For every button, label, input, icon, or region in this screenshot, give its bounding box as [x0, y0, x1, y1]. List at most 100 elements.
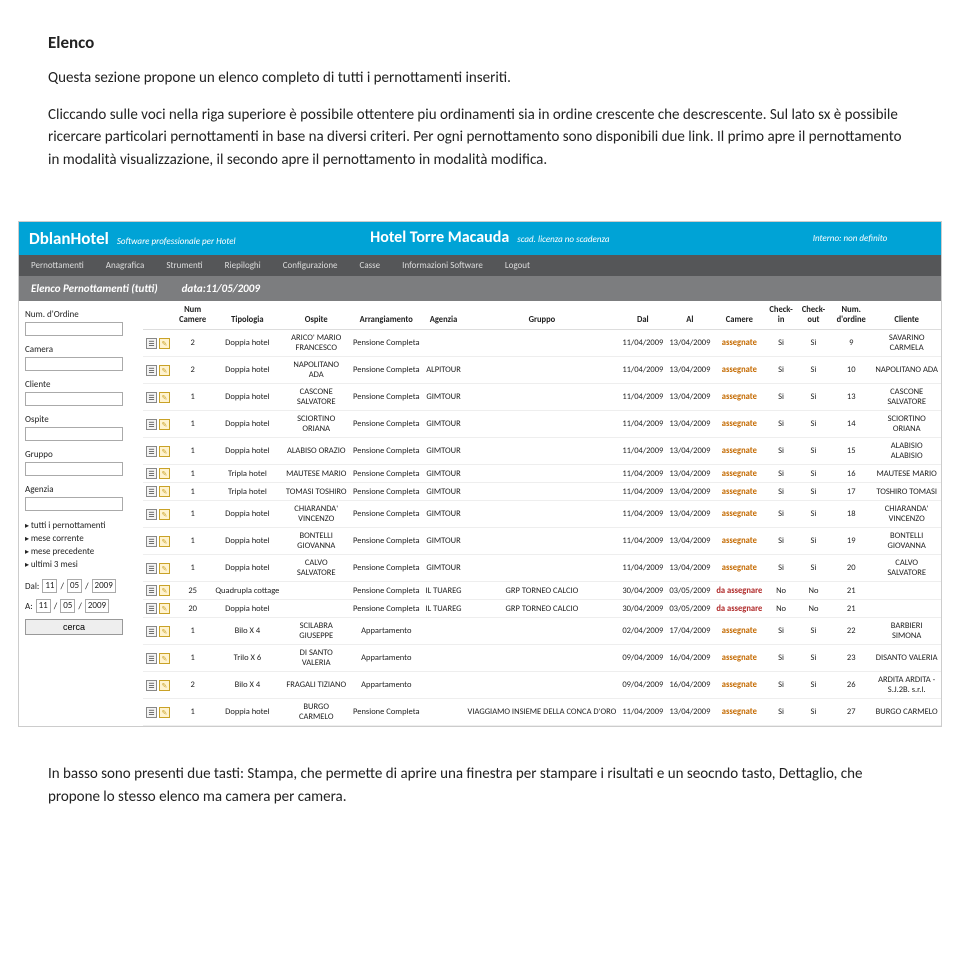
- view-icon[interactable]: ☰: [146, 563, 157, 574]
- edit-icon[interactable]: ✎: [159, 419, 170, 430]
- view-icon[interactable]: ☰: [146, 446, 157, 457]
- view-icon[interactable]: ☰: [146, 653, 157, 664]
- subtitle-title: Elenco Pernottamenti (tutti): [31, 282, 158, 295]
- edit-icon[interactable]: ✎: [159, 603, 170, 614]
- cell-checkout: Si: [797, 672, 830, 699]
- cell-cliente: CHIARANDA' VINCENZO: [872, 501, 941, 528]
- view-icon[interactable]: ☰: [146, 707, 157, 718]
- sidebar-filter[interactable]: ultimi 3 mesi: [25, 558, 123, 571]
- column-header[interactable]: Cliente: [872, 301, 941, 330]
- column-header[interactable]: Arrangiamento: [350, 301, 423, 330]
- table-row: ☰ ✎20Doppia hotelPensione CompletaIL TUA…: [143, 600, 941, 618]
- cell-arrangiamento: Appartamento: [350, 672, 423, 699]
- doc-p3: In basso sono presenti due tasti: Stampa…: [48, 763, 912, 808]
- view-icon[interactable]: ☰: [146, 536, 157, 547]
- edit-icon[interactable]: ✎: [159, 585, 170, 596]
- column-header[interactable]: [143, 301, 173, 330]
- edit-icon[interactable]: ✎: [159, 509, 170, 520]
- view-icon[interactable]: ☰: [146, 680, 157, 691]
- sidebar-input[interactable]: [25, 497, 123, 511]
- edit-icon[interactable]: ✎: [159, 707, 170, 718]
- date-segment[interactable]: 05: [67, 579, 82, 593]
- nav-item[interactable]: Configurazione: [283, 260, 338, 271]
- column-header[interactable]: Agenzia: [423, 301, 465, 330]
- sidebar-filter[interactable]: tutti i pernottamenti: [25, 519, 123, 532]
- cell-al: 13/04/2009: [666, 465, 713, 483]
- nav-item[interactable]: Anagrafica: [106, 260, 145, 271]
- cell-gruppo: [465, 501, 620, 528]
- cell-cliente: ARDITA ARDITA - S.J.2B. s.r.l.: [872, 672, 941, 699]
- edit-icon[interactable]: ✎: [159, 392, 170, 403]
- view-icon[interactable]: ☰: [146, 468, 157, 479]
- cell-tipologia: Doppia hotel: [212, 411, 282, 438]
- cell-al: 16/04/2009: [666, 672, 713, 699]
- cell-ospite: MAUTESE MARIO: [282, 465, 350, 483]
- date-segment[interactable]: 11: [42, 579, 57, 593]
- date-segment[interactable]: 2009: [85, 599, 109, 613]
- edit-icon[interactable]: ✎: [159, 626, 170, 637]
- edit-icon[interactable]: ✎: [159, 563, 170, 574]
- edit-icon[interactable]: ✎: [159, 338, 170, 349]
- cell-arrangiamento: Pensione Completa: [350, 465, 423, 483]
- column-header[interactable]: Dal: [619, 301, 666, 330]
- column-header[interactable]: Num Camere: [173, 301, 212, 330]
- column-header[interactable]: Tipologia: [212, 301, 282, 330]
- edit-icon[interactable]: ✎: [159, 468, 170, 479]
- cerca-button[interactable]: cerca: [25, 619, 123, 635]
- nav-item[interactable]: Pernottamenti: [31, 260, 84, 271]
- nav-item[interactable]: Logout: [505, 260, 530, 271]
- sidebar-input[interactable]: [25, 392, 123, 406]
- table-row: ☰ ✎1Doppia hotelALABISO ORAZIOPensione C…: [143, 438, 941, 465]
- cell-cliente: TOSHIRO TOMASI: [872, 483, 941, 501]
- date-segment[interactable]: 11: [36, 599, 51, 613]
- sidebar-filter[interactable]: mese precedente: [25, 545, 123, 558]
- edit-icon[interactable]: ✎: [159, 680, 170, 691]
- cell-checkin: Si: [765, 699, 797, 726]
- edit-icon[interactable]: ✎: [159, 365, 170, 376]
- cell-checkin: Si: [765, 357, 797, 384]
- sidebar-input[interactable]: [25, 322, 123, 336]
- cell-checkout: Si: [797, 645, 830, 672]
- date-segment[interactable]: 05: [60, 599, 75, 613]
- edit-icon[interactable]: ✎: [159, 446, 170, 457]
- cell-arrangiamento: Pensione Completa: [350, 528, 423, 555]
- cell-num: 1: [173, 699, 212, 726]
- column-header[interactable]: Al: [666, 301, 713, 330]
- edit-icon[interactable]: ✎: [159, 486, 170, 497]
- nav-item[interactable]: Strumenti: [166, 260, 202, 271]
- edit-icon[interactable]: ✎: [159, 536, 170, 547]
- column-header[interactable]: Check-out: [797, 301, 830, 330]
- hotel-name: Hotel Torre Macauda: [370, 228, 509, 247]
- view-icon[interactable]: ☰: [146, 603, 157, 614]
- date-segment[interactable]: 2009: [92, 579, 116, 593]
- view-icon[interactable]: ☰: [146, 365, 157, 376]
- cell-dal: 11/04/2009: [619, 501, 666, 528]
- nav-item[interactable]: Casse: [360, 260, 381, 271]
- cell-checkin: No: [765, 582, 797, 600]
- view-icon[interactable]: ☰: [146, 626, 157, 637]
- view-icon[interactable]: ☰: [146, 392, 157, 403]
- cell-num: 1: [173, 618, 212, 645]
- view-icon[interactable]: ☰: [146, 338, 157, 349]
- cell-al: 13/04/2009: [666, 699, 713, 726]
- column-header[interactable]: Ospite: [282, 301, 350, 330]
- cell-gruppo: [465, 438, 620, 465]
- sidebar-filter[interactable]: mese corrente: [25, 532, 123, 545]
- view-icon[interactable]: ☰: [146, 419, 157, 430]
- column-header[interactable]: Camere: [713, 301, 765, 330]
- view-icon[interactable]: ☰: [146, 585, 157, 596]
- column-header[interactable]: Num. d'ordine: [830, 301, 872, 330]
- sidebar-input[interactable]: [25, 357, 123, 371]
- view-icon[interactable]: ☰: [146, 486, 157, 497]
- cell-checkout: Si: [797, 465, 830, 483]
- column-header[interactable]: Gruppo: [465, 301, 620, 330]
- cell-checkin: Si: [765, 555, 797, 582]
- nav-item[interactable]: Informazioni Software: [402, 260, 483, 271]
- table-row: ☰ ✎1Trilo X 6DI SANTO VALERIAAppartament…: [143, 645, 941, 672]
- column-header[interactable]: Check-in: [765, 301, 797, 330]
- nav-item[interactable]: Riepiloghi: [225, 260, 261, 271]
- sidebar-input[interactable]: [25, 427, 123, 441]
- view-icon[interactable]: ☰: [146, 509, 157, 520]
- sidebar-input[interactable]: [25, 462, 123, 476]
- edit-icon[interactable]: ✎: [159, 653, 170, 664]
